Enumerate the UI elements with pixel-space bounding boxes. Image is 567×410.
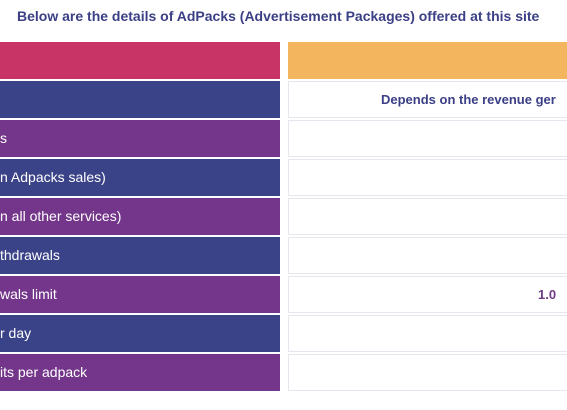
table-row: wals limit 1.0 [0,276,567,315]
table-cell-value [288,198,567,235]
table-cell-label: n all other services) [0,198,280,235]
table-row: its per adpack [0,354,567,393]
table-cell-label: wals limit [0,276,280,313]
table-cell-label: thdrawals [0,237,280,274]
page-heading: Below are the details of AdPacks (Advert… [17,8,540,24]
table-cell-label: its per adpack [0,354,280,391]
table-cell-value-container: Depends on the revenue ger [288,81,567,118]
table-row: s [0,120,567,159]
table-cell-label: n Adpacks sales) [0,159,280,196]
table-row: n all other services) [0,198,567,237]
table-cell-label: r day [0,315,280,352]
table-row [0,42,567,81]
adpacks-details-table: Depends on the revenue ger s n Adpacks s… [0,42,567,393]
table-cell-value: Depends on the revenue ger [381,92,556,107]
table-row: Depends on the revenue ger [0,81,567,120]
table-cell-value [288,42,567,79]
table-row: thdrawals [0,237,567,276]
table-cell-value [288,354,567,391]
table-cell-label [0,81,280,118]
table-cell-value [288,315,567,352]
table-cell-value [288,159,567,196]
table-cell-value: 1.0 [538,287,557,302]
table-row: r day [0,315,567,354]
table-row: n Adpacks sales) [0,159,567,198]
table-cell-label: s [0,120,280,157]
table-cell-value [288,120,567,157]
table-cell-value-container: 1.0 [288,276,567,313]
table-cell-value [288,237,567,274]
table-cell-label [0,42,280,79]
